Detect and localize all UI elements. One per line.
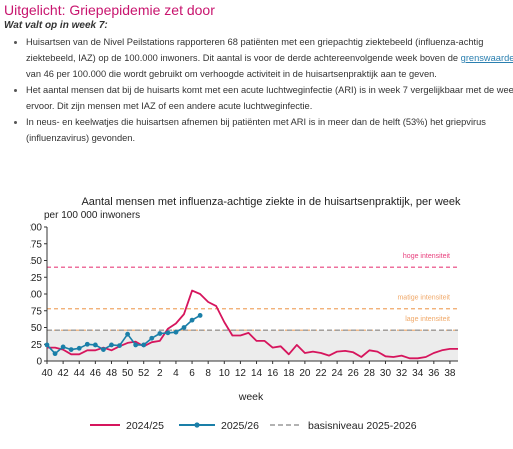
list-item: In neus- en keelwatjes die huisartsen af… [14,114,513,146]
series-line [47,289,458,360]
x-tick-label: 42 [58,368,70,379]
x-tick-label: 40 [41,368,53,379]
legend-label: 2024/25 [126,420,164,432]
data-point [189,317,195,323]
data-point [109,342,114,348]
x-tick-label: 12 [235,368,247,379]
y-tick-label: 100 [30,290,42,301]
x-tick-label: 28 [364,368,376,379]
x-tick-label: 6 [189,368,195,379]
bullet-text: Huisartsen van de Nivel Peilstations rap… [26,37,484,63]
list-item: Huisartsen van de Nivel Peilstations rap… [14,34,513,82]
data-point [60,344,66,350]
x-tick-label: 36 [428,368,440,379]
data-point [84,341,90,347]
data-point [76,345,82,351]
chart-title: Aantal mensen met influenza-achtige ziek… [81,196,461,208]
data-point [92,342,98,348]
influenza-chart: Aantal mensen met influenza-achtige ziek… [30,196,461,432]
x-tick-label: 4 [173,368,179,379]
data-point [44,342,50,348]
data-point [52,351,58,357]
y-tick-label: 175 [30,239,42,250]
x-tick-label: 16 [267,368,279,379]
chart-subtitle: per 100 000 inwoners [44,210,140,221]
data-point [101,347,106,353]
x-tick-label: 32 [396,368,408,379]
y-tick-label: 0 [36,357,42,368]
threshold-label: lage intensiteit [405,316,450,323]
legend-label: basisniveau 2025-2026 [308,420,417,432]
bullet-text: van 46 per 100.000 die wordt gebruikt om… [26,69,437,79]
data-point [141,342,147,348]
x-tick-label: 20 [299,368,311,379]
section-heading: Uitgelicht: Griepepidemie zet door [4,2,215,18]
y-tick-label: 50 [31,323,43,334]
chart-container: Aantal mensen met influenza-achtige ziek… [30,183,472,445]
y-tick-label: 125 [30,273,42,284]
x-tick-label: 50 [122,368,134,379]
list-item: Het aantal mensen dat bij de huisarts ko… [14,82,513,114]
section-subheading: Wat valt op in week 7: [4,20,108,31]
legend-label: 2025/26 [221,420,259,432]
y-tick-label: 25 [31,340,43,351]
data-point [165,330,171,336]
x-tick-label: 46 [90,368,102,379]
x-tick-label: 44 [74,368,86,379]
x-tick-label: 34 [412,368,424,379]
x-tick-label: 52 [138,368,150,379]
x-tick-label: 10 [219,368,231,379]
x-tick-label: 38 [444,368,456,379]
y-tick-label: 150 [30,256,42,267]
legend-marker [194,422,200,428]
threshold-label: hoge intensiteit [403,253,450,260]
x-tick-label: 24 [332,368,344,379]
data-point [157,331,163,336]
x-tick-label: 8 [205,368,211,379]
data-point [117,343,122,348]
x-tick-label: 26 [348,368,360,379]
data-point [197,313,203,318]
y-tick-label: 75 [31,306,43,317]
grenswaarde-link[interactable]: grenswaarde [460,53,513,63]
x-tick-label: 14 [251,368,263,379]
findings-list: Huisartsen van de Nivel Peilstations rap… [0,34,513,146]
data-point [68,347,74,353]
x-tick-label: 2 [157,368,163,379]
x-tick-label: 22 [315,368,327,379]
x-tick-label: 48 [106,368,118,379]
data-point [173,329,179,335]
x-tick-label: 18 [283,368,295,379]
data-point [149,335,155,341]
y-tick-label: 200 [30,223,42,234]
data-point [125,331,130,337]
threshold-label: matige intensiteit [397,295,450,302]
data-point [133,342,139,348]
x-tick-label: 30 [380,368,392,379]
x-axis-label: week [238,391,264,403]
data-point [181,325,187,330]
